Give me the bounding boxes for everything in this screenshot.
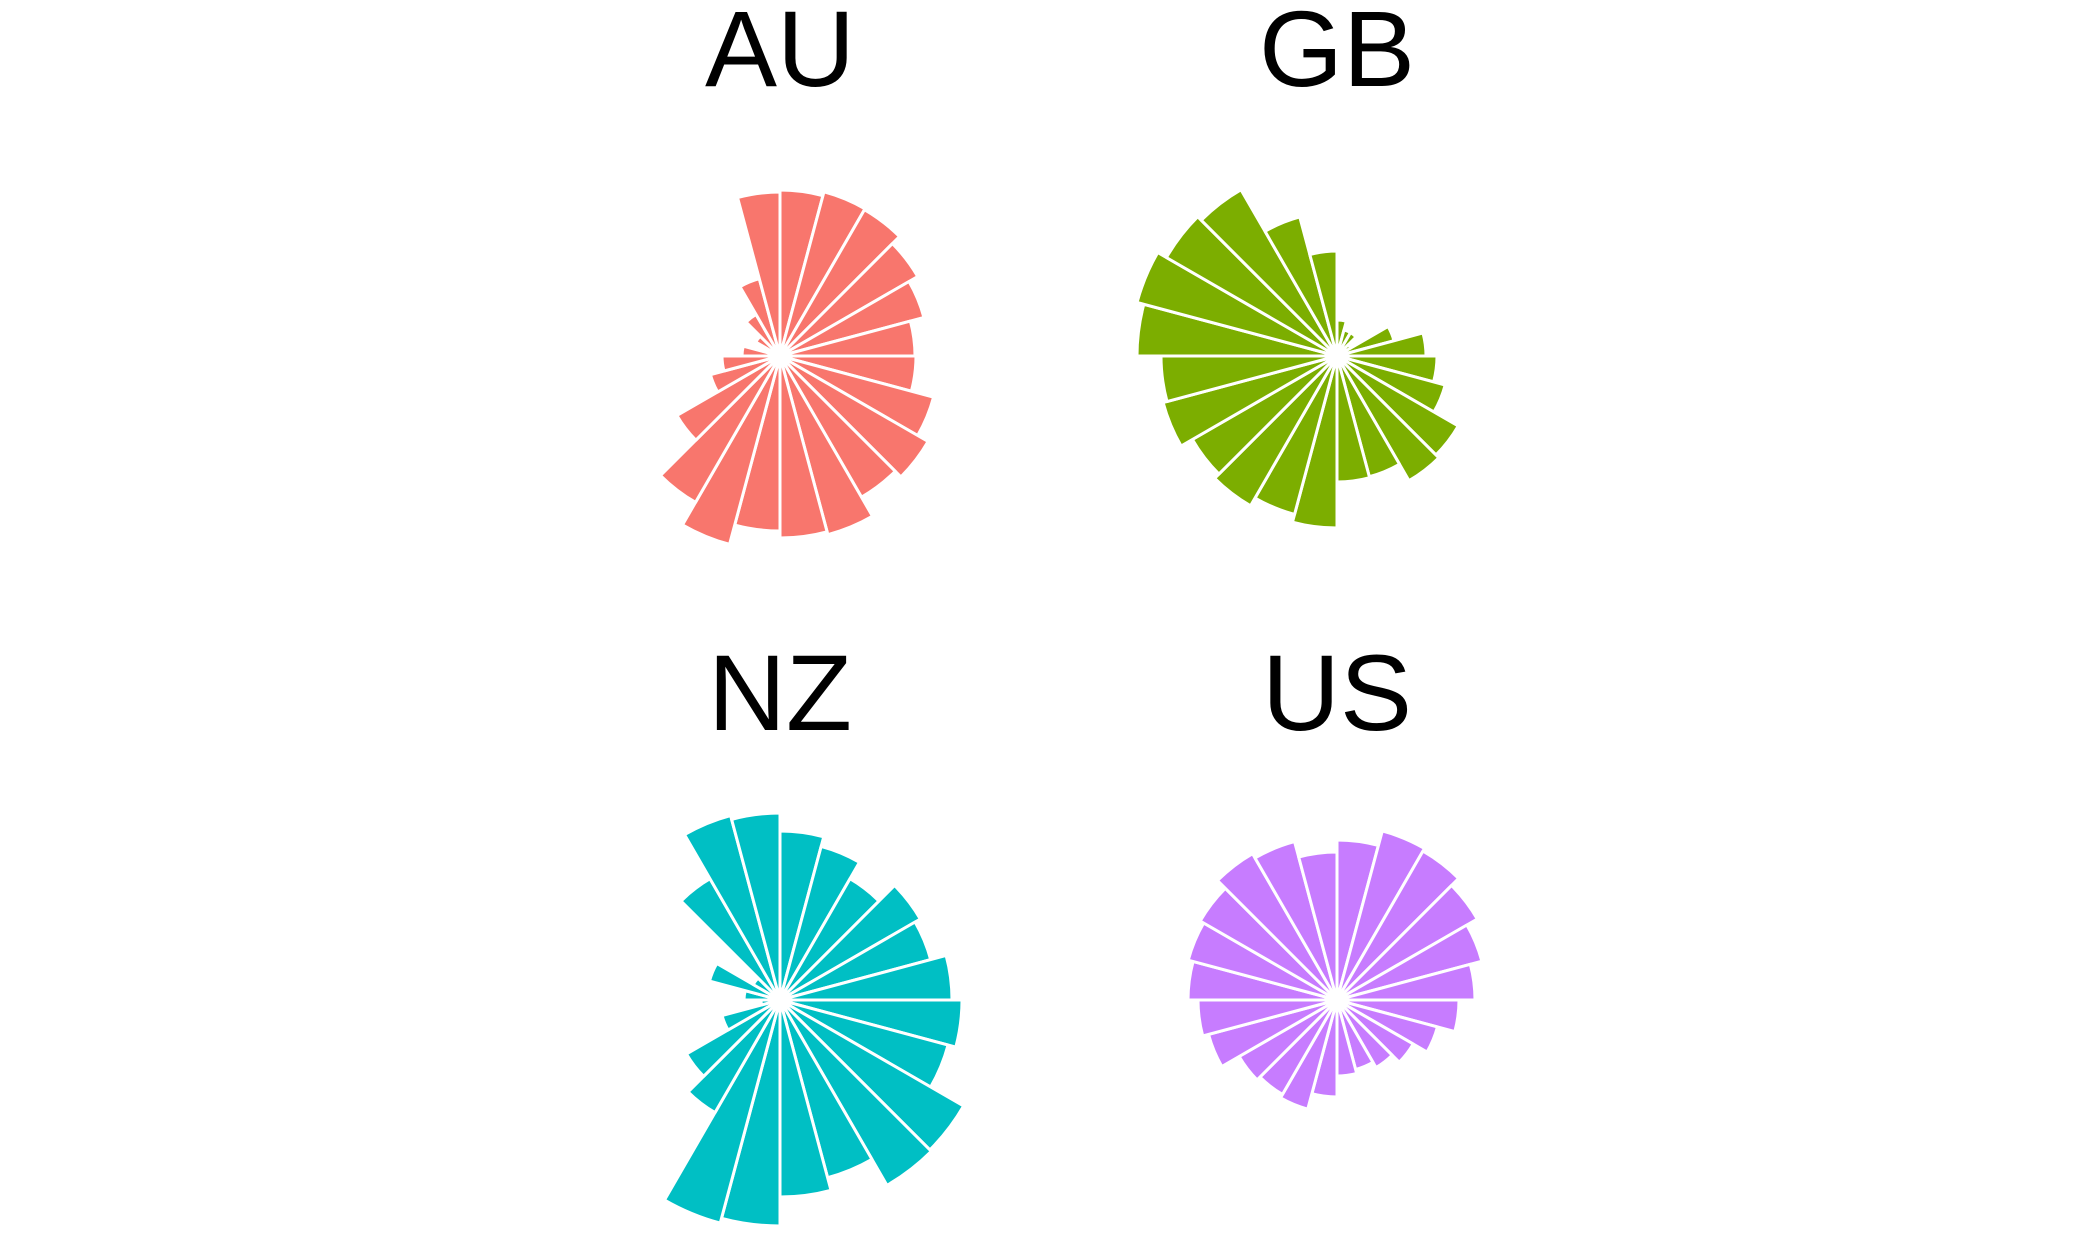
bar-au-15: [659, 354, 782, 504]
facet-title-gb: GB: [1259, 0, 1415, 109]
bar-au-4: [778, 242, 920, 358]
bar-au-24: [736, 190, 782, 358]
bar-nz-4: [778, 883, 922, 1002]
facet-title-nz: NZ: [708, 632, 852, 753]
bar-us-4: [1335, 883, 1479, 1002]
facet-title-us: US: [1262, 632, 1412, 753]
bar-au-14: [681, 354, 782, 546]
bar-nz-23: [683, 814, 782, 1002]
bar-us-5: [1335, 923, 1484, 1002]
bar-au-3: [778, 208, 901, 358]
bar-gb-17: [1161, 354, 1339, 448]
facet-us: US: [1186, 632, 1484, 1111]
facet-gb: GB: [1135, 0, 1460, 530]
bar-nz-2: [778, 844, 861, 1002]
bar-au-9: [778, 354, 930, 479]
bar-gb-10: [1335, 354, 1441, 483]
bar-us-10: [1335, 998, 1394, 1070]
bar-nz-24: [730, 811, 782, 1002]
facet-nz: NZ: [663, 632, 966, 1228]
bar-gb-21: [1164, 215, 1339, 358]
bar-gb-15: [1213, 354, 1339, 508]
bar-au-5: [778, 280, 926, 358]
bar-gb-20: [1135, 251, 1339, 358]
bar-gb-22: [1199, 188, 1339, 358]
bar-gb-24: [1308, 249, 1339, 358]
bar-us-22: [1216, 852, 1339, 1002]
bar-nz-15: [686, 998, 782, 1115]
bar-nz-16: [684, 998, 782, 1078]
bar-us-2: [1335, 829, 1426, 1002]
bar-nz-14: [663, 998, 782, 1225]
bar-au-18: [720, 354, 782, 373]
facet-au: AU: [659, 0, 936, 546]
facet-title-au: AU: [705, 0, 855, 109]
bar-nz-17: [720, 998, 782, 1032]
bar-gb-23: [1263, 215, 1339, 358]
bar-au-12: [778, 354, 829, 540]
bar-us-24: [1297, 850, 1339, 1002]
bar-au-17: [708, 354, 782, 394]
bar-us-9: [1335, 998, 1415, 1064]
bar-us-3: [1335, 849, 1461, 1002]
bar-nz-10: [778, 998, 933, 1187]
bar-au-11: [778, 354, 874, 537]
bar-au-16: [675, 354, 782, 442]
bar-us-23: [1253, 840, 1339, 1002]
bar-us-6: [1335, 962, 1477, 1002]
